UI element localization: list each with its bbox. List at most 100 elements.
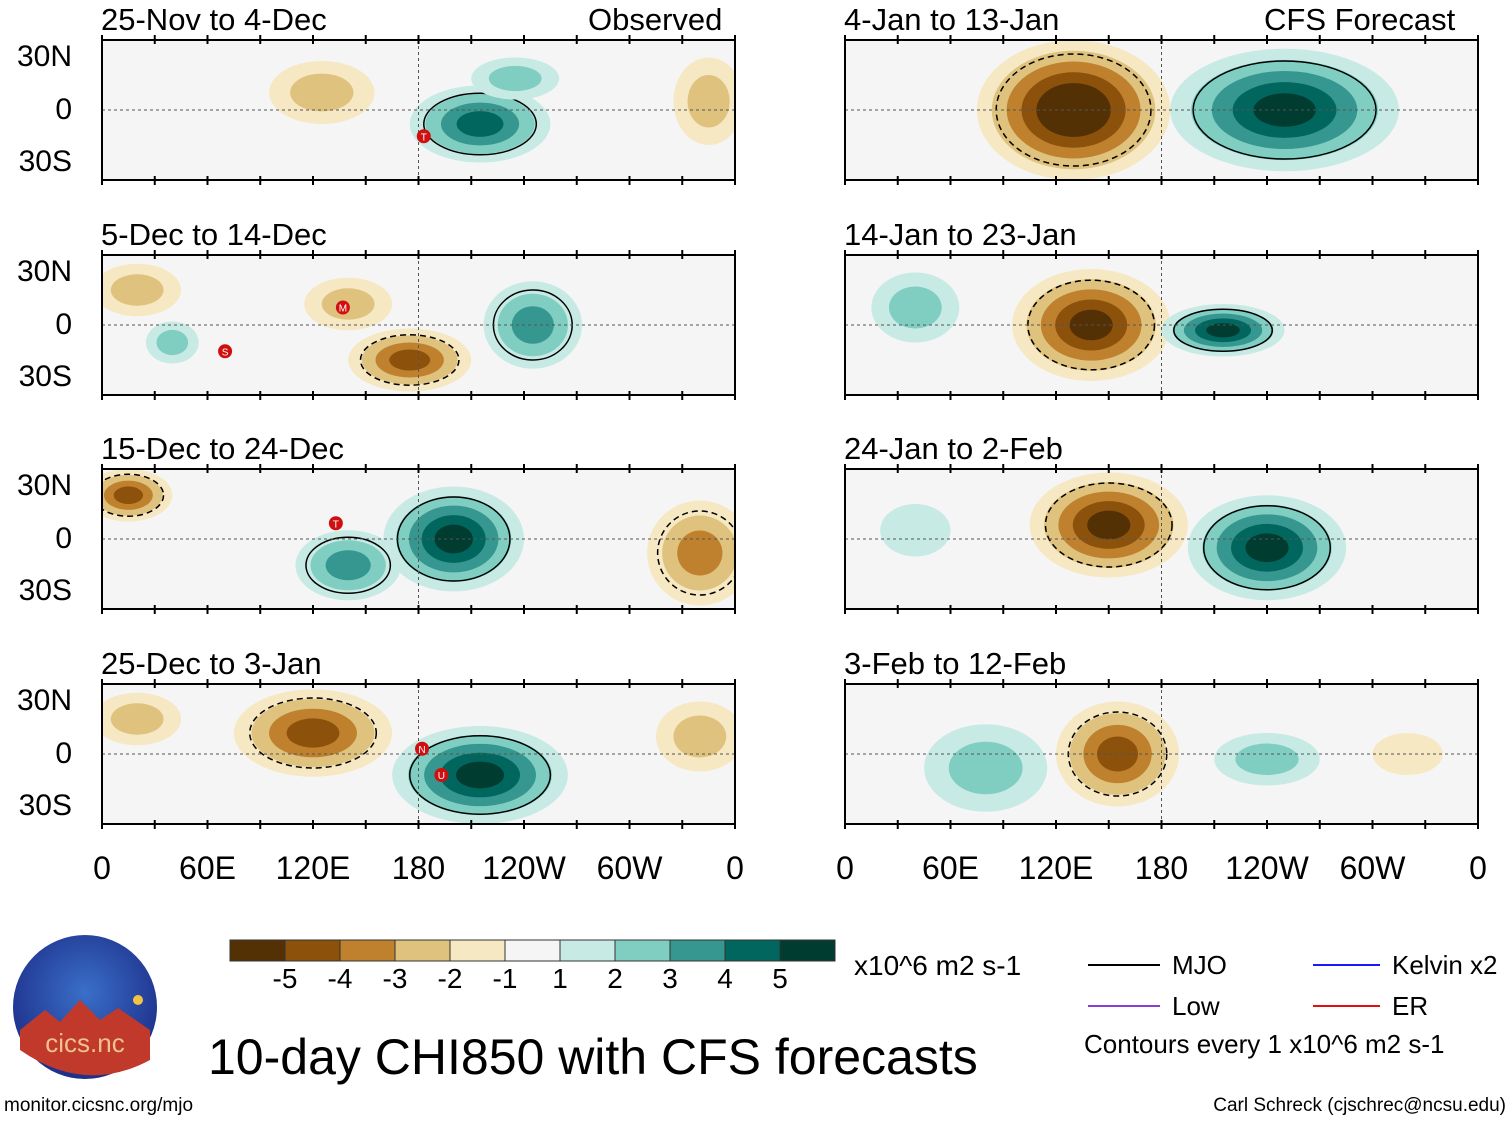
anomaly-contour-fill bbox=[325, 550, 371, 581]
map-panel: T bbox=[101, 35, 736, 185]
lon-tick-label: 180 bbox=[1134, 850, 1189, 886]
anomaly-contour-fill bbox=[110, 703, 164, 735]
lon-tick-label: 60W bbox=[596, 850, 663, 886]
anomaly-contour-fill bbox=[110, 274, 164, 306]
anomaly-contour-fill bbox=[156, 329, 189, 356]
anomaly-contour-fill bbox=[1206, 323, 1240, 338]
anomaly-contour-fill bbox=[687, 75, 730, 128]
anomaly-contour-fill bbox=[1245, 533, 1289, 563]
panel-title: 25-Dec to 3-Jan bbox=[101, 646, 322, 681]
colorbar-label: -5 bbox=[272, 963, 298, 994]
lon-tick-label: 0 bbox=[836, 850, 854, 886]
mjo-contour bbox=[1173, 308, 1274, 352]
anomaly-contour-fill bbox=[1087, 510, 1131, 540]
storm-icon bbox=[218, 344, 233, 359]
svg-text:cics.nc: cics.nc bbox=[45, 1028, 124, 1058]
lat-tick-label: 0 bbox=[55, 93, 72, 126]
anomaly-contour-fill bbox=[389, 349, 431, 371]
lat-tick-label: 30N bbox=[16, 684, 72, 717]
lon-tick-label: 60E bbox=[179, 850, 236, 886]
footer-url[interactable]: monitor.cicsnc.org/mjo bbox=[4, 1095, 194, 1116]
anomaly-contour-fill bbox=[948, 741, 1023, 795]
anomaly-contour-fill bbox=[434, 524, 473, 554]
svg-text:U: U bbox=[438, 771, 445, 782]
legend-er: ER bbox=[1392, 991, 1429, 1021]
mjo-contour bbox=[1202, 505, 1332, 591]
storm-icon bbox=[328, 516, 343, 531]
legend-mjo: MJO bbox=[1172, 950, 1227, 980]
anomaly-contour-fill bbox=[290, 73, 354, 112]
anomaly-contour-fill bbox=[888, 286, 942, 329]
lon-tick-label: 0 bbox=[93, 850, 111, 886]
lon-tick-label: 180 bbox=[391, 850, 446, 886]
forecast-header: CFS Forecast bbox=[1264, 2, 1456, 37]
map-panel: MS bbox=[101, 250, 736, 400]
map-panel bbox=[844, 35, 1479, 185]
panel-title: 24-Jan to 2-Feb bbox=[844, 431, 1063, 466]
colorbar-label: -2 bbox=[437, 963, 463, 994]
panel-title: 4-Jan to 13-Jan bbox=[844, 2, 1060, 37]
map-panel bbox=[844, 679, 1479, 829]
colorbar-label: 4 bbox=[717, 963, 733, 994]
panel-title: 15-Dec to 24-Dec bbox=[101, 431, 344, 466]
colorbar-label: -1 bbox=[492, 963, 518, 994]
mjo-contour bbox=[423, 92, 538, 156]
figure-title: 10-day CHI850 with CFS forecasts bbox=[208, 1029, 978, 1085]
mjo-contour bbox=[1044, 482, 1173, 568]
colorbar-swatch bbox=[779, 939, 836, 962]
lat-tick-label: 0 bbox=[55, 737, 72, 770]
map-panel: T bbox=[101, 464, 736, 614]
svg-text:T: T bbox=[333, 519, 339, 530]
svg-text:T: T bbox=[421, 132, 427, 143]
lon-tick-label: 0 bbox=[726, 850, 744, 886]
storm-icon bbox=[416, 129, 431, 144]
legend-low: Low bbox=[1172, 991, 1220, 1021]
lon-tick-label: 120E bbox=[1018, 850, 1094, 886]
contour-note: Contours every 1 x10^6 m2 s-1 bbox=[1084, 1029, 1445, 1059]
svg-text:S: S bbox=[222, 347, 229, 358]
svg-text:M: M bbox=[339, 304, 347, 315]
colorbar-label: -4 bbox=[327, 963, 353, 994]
lon-tick-label: 60W bbox=[1339, 850, 1406, 886]
anomaly-contour-fill bbox=[113, 486, 144, 504]
lat-tick-label: 30S bbox=[18, 360, 72, 393]
lat-tick-label: 30S bbox=[18, 574, 72, 607]
colorbar-label: 3 bbox=[662, 963, 678, 994]
storm-icon bbox=[434, 768, 449, 782]
lon-tick-label: 120E bbox=[275, 850, 351, 886]
storm-icon bbox=[415, 741, 430, 756]
lon-tick-label: 60E bbox=[922, 850, 979, 886]
anomaly-contour-fill bbox=[456, 111, 504, 137]
mjo-contour bbox=[408, 735, 552, 815]
storm-icon bbox=[335, 300, 350, 315]
lon-tick-label: 120W bbox=[482, 850, 566, 886]
map-panel bbox=[844, 464, 1479, 614]
anomaly-contour-fill bbox=[677, 530, 723, 576]
anomaly-contour-fill bbox=[511, 306, 554, 344]
legend-kelvin: Kelvin x2 bbox=[1392, 950, 1498, 980]
anomaly-contour-fill bbox=[1235, 743, 1299, 775]
mjo-contour bbox=[248, 697, 378, 769]
mjo-contour bbox=[656, 510, 735, 596]
anomaly-contour-fill bbox=[286, 718, 340, 748]
anomaly-contour-fill bbox=[488, 65, 542, 92]
mjo-contour bbox=[305, 536, 392, 594]
panel-title: 14-Jan to 23-Jan bbox=[844, 217, 1077, 252]
lat-tick-label: 30N bbox=[16, 469, 72, 502]
map-panel: NU bbox=[101, 679, 736, 829]
lat-tick-label: 30S bbox=[18, 145, 72, 178]
observed-header: Observed bbox=[588, 2, 723, 37]
colorbar-label: 2 bbox=[607, 963, 623, 994]
anomaly-contour-fill bbox=[673, 715, 727, 758]
colorbar-label: 5 bbox=[772, 963, 788, 994]
colorbar-label: 1 bbox=[552, 963, 568, 994]
lon-tick-label: 120W bbox=[1225, 850, 1309, 886]
lon-tick-label: 0 bbox=[1469, 850, 1487, 886]
anomaly-contour-fill bbox=[1372, 733, 1443, 775]
footer-credit: Carl Schreck (cjschrec@ncsu.edu) bbox=[1213, 1095, 1506, 1116]
anomaly-contour-fill bbox=[880, 504, 951, 557]
mjo-contour bbox=[359, 334, 460, 386]
